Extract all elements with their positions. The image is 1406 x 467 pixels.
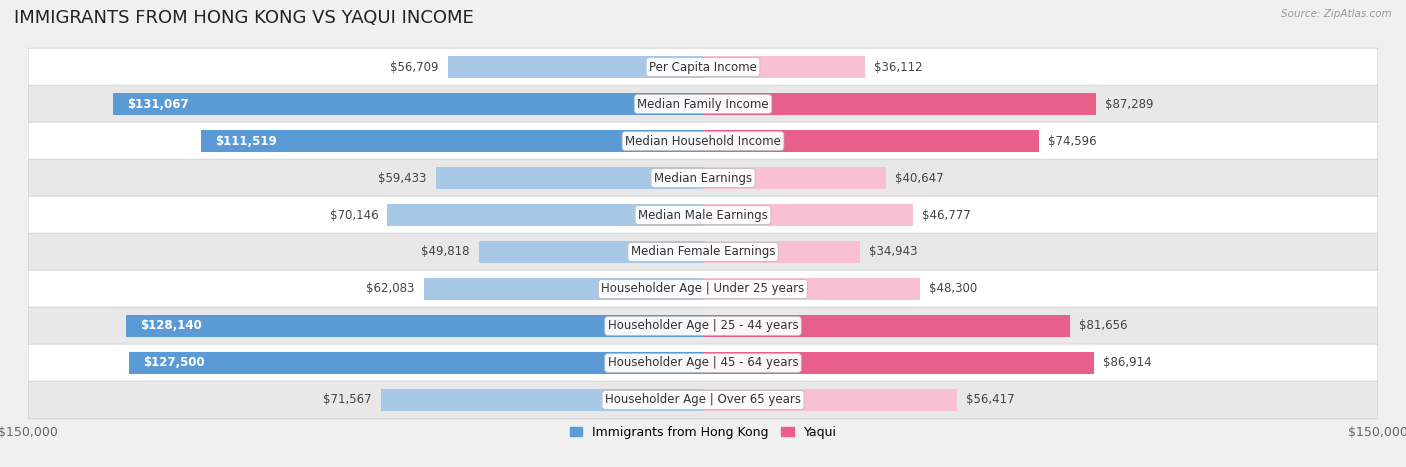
Text: Median Family Income: Median Family Income bbox=[637, 98, 769, 111]
Text: $131,067: $131,067 bbox=[127, 98, 188, 111]
Text: $87,289: $87,289 bbox=[1105, 98, 1153, 111]
Text: $86,914: $86,914 bbox=[1104, 356, 1152, 369]
Text: $48,300: $48,300 bbox=[929, 283, 977, 296]
Bar bbox=[703, 93, 1095, 115]
Bar bbox=[703, 130, 1039, 152]
Text: $36,112: $36,112 bbox=[875, 61, 924, 73]
Bar bbox=[201, 130, 703, 152]
Text: Householder Age | Under 25 years: Householder Age | Under 25 years bbox=[602, 283, 804, 296]
FancyBboxPatch shape bbox=[28, 381, 1378, 419]
Text: $81,656: $81,656 bbox=[1080, 319, 1128, 333]
Bar bbox=[127, 315, 703, 337]
Bar bbox=[703, 204, 914, 226]
FancyBboxPatch shape bbox=[28, 122, 1378, 160]
Text: Householder Age | 25 - 44 years: Householder Age | 25 - 44 years bbox=[607, 319, 799, 333]
FancyBboxPatch shape bbox=[28, 344, 1378, 382]
FancyBboxPatch shape bbox=[28, 48, 1378, 86]
FancyBboxPatch shape bbox=[28, 196, 1378, 234]
Bar bbox=[703, 56, 866, 78]
Text: Median Male Earnings: Median Male Earnings bbox=[638, 208, 768, 221]
Legend: Immigrants from Hong Kong, Yaqui: Immigrants from Hong Kong, Yaqui bbox=[564, 421, 842, 444]
Text: $74,596: $74,596 bbox=[1047, 134, 1097, 148]
Text: $127,500: $127,500 bbox=[143, 356, 204, 369]
Text: $62,083: $62,083 bbox=[367, 283, 415, 296]
Bar bbox=[703, 167, 886, 189]
Bar bbox=[703, 315, 1070, 337]
FancyBboxPatch shape bbox=[28, 85, 1378, 123]
Bar bbox=[703, 352, 1094, 374]
Text: $34,943: $34,943 bbox=[869, 246, 918, 259]
Bar bbox=[388, 204, 703, 226]
Text: $59,433: $59,433 bbox=[378, 171, 426, 184]
FancyBboxPatch shape bbox=[28, 307, 1378, 345]
Text: Householder Age | Over 65 years: Householder Age | Over 65 years bbox=[605, 394, 801, 406]
Text: Median Female Earnings: Median Female Earnings bbox=[631, 246, 775, 259]
Bar bbox=[129, 352, 703, 374]
Text: Source: ZipAtlas.com: Source: ZipAtlas.com bbox=[1281, 9, 1392, 19]
Bar bbox=[479, 241, 703, 263]
Text: $71,567: $71,567 bbox=[323, 394, 373, 406]
Text: $56,417: $56,417 bbox=[966, 394, 1015, 406]
Text: $111,519: $111,519 bbox=[215, 134, 277, 148]
Bar bbox=[703, 241, 860, 263]
FancyBboxPatch shape bbox=[28, 233, 1378, 271]
Bar bbox=[449, 56, 703, 78]
Text: $70,146: $70,146 bbox=[330, 208, 378, 221]
Text: $46,777: $46,777 bbox=[922, 208, 972, 221]
Bar bbox=[703, 278, 921, 300]
Text: Median Earnings: Median Earnings bbox=[654, 171, 752, 184]
FancyBboxPatch shape bbox=[28, 270, 1378, 308]
Bar bbox=[114, 93, 703, 115]
Text: Householder Age | 45 - 64 years: Householder Age | 45 - 64 years bbox=[607, 356, 799, 369]
Bar bbox=[423, 278, 703, 300]
Text: Median Household Income: Median Household Income bbox=[626, 134, 780, 148]
FancyBboxPatch shape bbox=[28, 159, 1378, 197]
Text: $128,140: $128,140 bbox=[141, 319, 201, 333]
Text: $49,818: $49,818 bbox=[422, 246, 470, 259]
Bar bbox=[703, 389, 957, 411]
Text: $56,709: $56,709 bbox=[391, 61, 439, 73]
Bar bbox=[436, 167, 703, 189]
Text: Per Capita Income: Per Capita Income bbox=[650, 61, 756, 73]
Text: IMMIGRANTS FROM HONG KONG VS YAQUI INCOME: IMMIGRANTS FROM HONG KONG VS YAQUI INCOM… bbox=[14, 9, 474, 28]
Text: $40,647: $40,647 bbox=[894, 171, 943, 184]
Bar bbox=[381, 389, 703, 411]
